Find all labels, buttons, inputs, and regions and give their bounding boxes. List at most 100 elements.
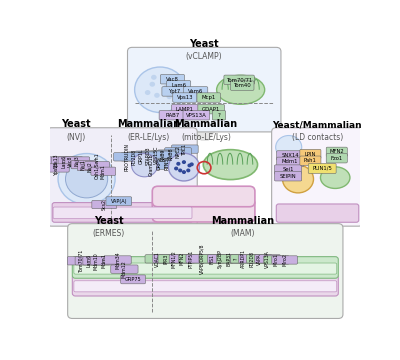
Circle shape xyxy=(145,90,150,95)
FancyBboxPatch shape xyxy=(230,255,243,263)
Circle shape xyxy=(188,164,191,167)
FancyBboxPatch shape xyxy=(143,151,169,159)
Text: Tom70/71: Tom70/71 xyxy=(226,77,252,82)
Circle shape xyxy=(179,169,182,172)
FancyBboxPatch shape xyxy=(44,157,69,165)
Text: MFN2: MFN2 xyxy=(180,252,184,265)
Text: MFN2: MFN2 xyxy=(329,149,344,154)
FancyBboxPatch shape xyxy=(77,162,102,171)
FancyBboxPatch shape xyxy=(121,153,148,161)
Polygon shape xyxy=(185,221,225,228)
FancyBboxPatch shape xyxy=(104,256,131,264)
FancyBboxPatch shape xyxy=(239,255,264,263)
Text: Yeast/Mammalian: Yeast/Mammalian xyxy=(272,120,362,129)
FancyBboxPatch shape xyxy=(106,197,132,206)
FancyBboxPatch shape xyxy=(183,111,210,120)
Text: PD2D8: PD2D8 xyxy=(249,251,254,267)
Circle shape xyxy=(168,153,200,181)
Text: NPC2: NPC2 xyxy=(176,145,180,158)
Circle shape xyxy=(58,153,115,204)
Text: Miro2: Miro2 xyxy=(282,253,287,266)
Text: IPR3: IPR3 xyxy=(163,254,168,264)
Text: Nvj3: Nvj3 xyxy=(75,156,80,166)
Text: FIS1: FIS1 xyxy=(209,254,214,264)
FancyBboxPatch shape xyxy=(153,255,178,263)
FancyBboxPatch shape xyxy=(51,157,76,165)
FancyBboxPatch shape xyxy=(128,152,154,160)
Text: (ERMES): (ERMES) xyxy=(93,229,125,238)
Circle shape xyxy=(166,94,172,99)
FancyBboxPatch shape xyxy=(230,81,254,90)
FancyBboxPatch shape xyxy=(47,128,197,226)
Text: Osh1/Swh1: Osh1/Swh1 xyxy=(95,152,100,179)
FancyBboxPatch shape xyxy=(212,111,226,120)
Text: VAPA: VAPA xyxy=(257,253,262,265)
Text: GDAP1: GDAP1 xyxy=(202,107,220,112)
Text: VAPB/ORP5/8: VAPB/ORP5/8 xyxy=(199,244,204,274)
FancyBboxPatch shape xyxy=(71,161,96,169)
FancyBboxPatch shape xyxy=(85,162,110,170)
Text: VAP(A): VAP(A) xyxy=(110,199,127,204)
Text: ?: ? xyxy=(234,258,239,260)
FancyBboxPatch shape xyxy=(198,104,224,114)
FancyBboxPatch shape xyxy=(91,167,116,175)
Text: Yeast: Yeast xyxy=(189,39,219,49)
Text: RAB8: RAB8 xyxy=(168,148,174,161)
Text: PLIN1/5: PLIN1/5 xyxy=(312,166,332,171)
Ellipse shape xyxy=(320,167,350,188)
FancyBboxPatch shape xyxy=(128,48,281,132)
FancyBboxPatch shape xyxy=(172,145,198,153)
Text: VPS13A: VPS13A xyxy=(186,113,207,118)
Circle shape xyxy=(135,67,186,112)
Text: ORP5: ORP5 xyxy=(157,157,162,170)
Text: Miro1: Miro1 xyxy=(274,253,279,266)
FancyBboxPatch shape xyxy=(172,104,198,114)
FancyBboxPatch shape xyxy=(74,263,337,274)
Text: Vam6: Vam6 xyxy=(188,89,203,94)
Text: Tom40: Tom40 xyxy=(233,83,251,88)
FancyBboxPatch shape xyxy=(152,199,255,222)
Text: Lam6: Lam6 xyxy=(86,254,91,267)
FancyBboxPatch shape xyxy=(199,255,225,263)
Circle shape xyxy=(182,161,185,163)
Text: GramD1b: GramD1b xyxy=(149,154,154,176)
Text: (ER-LE/Lys): (ER-LE/Lys) xyxy=(128,133,170,142)
FancyBboxPatch shape xyxy=(75,257,102,265)
FancyBboxPatch shape xyxy=(208,255,233,263)
Circle shape xyxy=(132,153,158,177)
Text: ARRDP1: ARRDP1 xyxy=(241,249,246,268)
Text: Nvj2: Nvj2 xyxy=(87,161,92,172)
Text: Pah1: Pah1 xyxy=(304,158,317,163)
FancyBboxPatch shape xyxy=(91,257,118,265)
Circle shape xyxy=(187,169,190,172)
FancyBboxPatch shape xyxy=(72,274,338,296)
FancyBboxPatch shape xyxy=(158,255,190,263)
FancyBboxPatch shape xyxy=(326,153,347,163)
FancyBboxPatch shape xyxy=(52,203,193,222)
Text: Tom70/71: Tom70/71 xyxy=(78,249,84,273)
FancyBboxPatch shape xyxy=(72,257,338,278)
Text: Ypt7: Ypt7 xyxy=(168,89,180,94)
Ellipse shape xyxy=(203,150,258,180)
Text: Mdm34: Mdm34 xyxy=(115,251,120,269)
Circle shape xyxy=(154,93,160,98)
FancyBboxPatch shape xyxy=(178,255,204,263)
Text: Vac8: Vac8 xyxy=(166,77,179,82)
Text: Mcp1: Mcp1 xyxy=(202,95,216,100)
FancyBboxPatch shape xyxy=(158,150,184,158)
Text: PD2D8: PD2D8 xyxy=(132,149,137,165)
FancyBboxPatch shape xyxy=(58,157,83,165)
FancyBboxPatch shape xyxy=(111,265,138,273)
Text: Mammalian: Mammalian xyxy=(211,216,274,226)
FancyBboxPatch shape xyxy=(255,255,280,263)
Circle shape xyxy=(282,165,314,193)
FancyBboxPatch shape xyxy=(274,165,302,174)
Text: VPS13C: VPS13C xyxy=(154,146,158,165)
FancyBboxPatch shape xyxy=(173,93,197,102)
FancyBboxPatch shape xyxy=(272,128,363,226)
Circle shape xyxy=(276,135,302,159)
Circle shape xyxy=(150,82,155,87)
FancyBboxPatch shape xyxy=(121,275,146,284)
Circle shape xyxy=(66,160,108,198)
FancyBboxPatch shape xyxy=(67,257,95,265)
